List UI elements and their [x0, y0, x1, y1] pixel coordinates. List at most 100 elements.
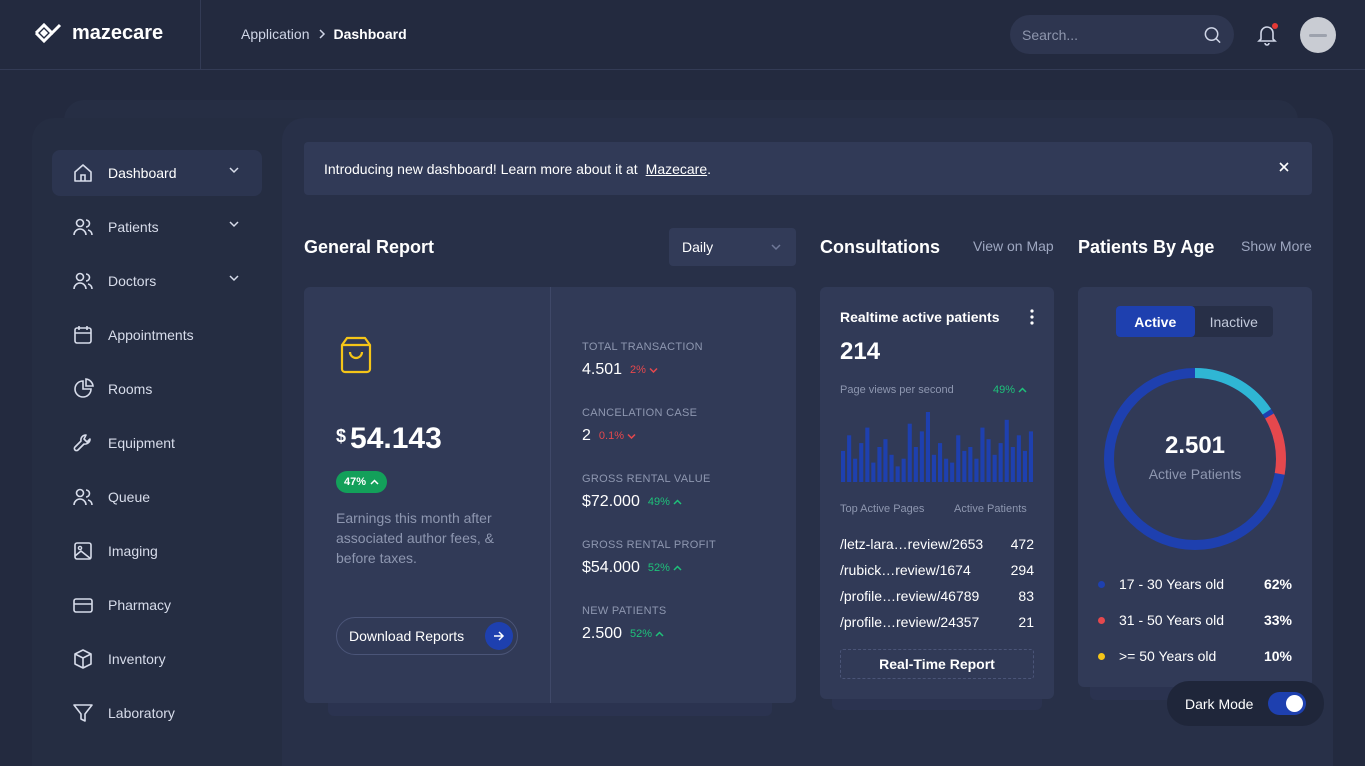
chart-bar [950, 462, 955, 482]
download-reports-label: Download Reports [349, 628, 465, 644]
chart-bar [847, 435, 852, 482]
close-icon[interactable] [1278, 161, 1290, 173]
stat-value: 2.500 [582, 625, 623, 642]
stat-value: $54.000 [582, 559, 640, 576]
notification-dot [1272, 23, 1278, 29]
sidebar-item-rooms[interactable]: Rooms [52, 366, 262, 412]
patients-by-age-title: Patients By Age [1078, 237, 1215, 257]
chart-bar [944, 458, 949, 482]
status-tabs: Active Inactive [1116, 306, 1273, 337]
sidebar-item-label: Imaging [108, 543, 158, 559]
chart-bar [962, 450, 967, 482]
chart-bar [931, 454, 936, 482]
show-more-link[interactable]: Show More [1241, 238, 1312, 254]
earnings-change: 47% [344, 476, 367, 488]
donut-total: 2.501 [1164, 432, 1226, 459]
app-logo[interactable]: mazecare [32, 20, 163, 46]
col-active-patients: Active Patients [954, 503, 1027, 515]
chart-bar [883, 439, 888, 482]
breadcrumb-parent[interactable]: Application [241, 26, 310, 42]
chart-bar [1004, 419, 1009, 482]
tab-active[interactable]: Active [1116, 306, 1195, 337]
donut-segment-31-50 [1104, 368, 1286, 550]
stat-change-value: 0.1% [598, 430, 624, 442]
period-select[interactable]: Daily [669, 228, 796, 266]
sidebar-item-imaging[interactable]: Imaging [52, 528, 262, 574]
chart-bar [986, 439, 991, 482]
chart-bar [865, 427, 870, 482]
sidebar-item-pharmacy[interactable]: Pharmacy [52, 582, 262, 628]
legend-pct: 10% [1263, 648, 1292, 664]
page-path: /profile…review/24357 [840, 614, 980, 630]
chart-bar [889, 454, 894, 482]
chart-bar [895, 466, 900, 482]
users-icon [73, 218, 93, 236]
sidebar-item-label: Pharmacy [108, 597, 172, 613]
page-views-label: Page views per second [840, 384, 954, 396]
search-input[interactable] [1022, 26, 1203, 43]
dark-mode-toggle[interactable]: Dark Mode [1167, 681, 1324, 726]
list-item[interactable]: /profile…review/24357 21 [840, 614, 1034, 630]
chart-bar [877, 447, 882, 482]
legend-dot [1098, 616, 1105, 624]
breadcrumb: Application Dashboard [241, 26, 407, 42]
sidebar-item-queue[interactable]: Queue [52, 474, 262, 520]
stat-item: NEW PATIENTS 2.500 52% [582, 605, 666, 643]
list-item[interactable]: /rubick…review/1674 294 [840, 562, 1034, 578]
chart-bar [901, 458, 906, 482]
tab-inactive[interactable]: Inactive [1209, 313, 1258, 330]
sidebar-item-label: Dashboard [108, 165, 177, 181]
download-reports-button[interactable]: Download Reports [336, 617, 518, 655]
view-on-map-link[interactable]: View on Map [973, 238, 1054, 254]
active-count: 214 [840, 338, 881, 365]
notifications-button[interactable] [1257, 23, 1278, 51]
chart-bar [992, 454, 997, 482]
app-name: mazecare [72, 21, 164, 44]
sidebar-item-laboratory[interactable]: Laboratory [52, 690, 262, 736]
chevron-down-icon [229, 275, 239, 282]
search-icon[interactable] [1203, 25, 1222, 45]
stat-change: 52% [630, 628, 664, 640]
sidebar-item-equipment[interactable]: Equipment [52, 420, 262, 466]
chart-bar [980, 427, 985, 482]
page-views-change-value: 49% [993, 384, 1016, 396]
chart-bar [925, 412, 930, 482]
list-item[interactable]: /profile…review/46789 83 [840, 588, 1034, 604]
dark-mode-switch[interactable] [1268, 692, 1306, 715]
users-icon [73, 272, 93, 290]
home-icon [74, 164, 92, 182]
list-item[interactable]: /letz-lara…review/2653 472 [840, 536, 1034, 552]
sidebar-item-dashboard[interactable]: Dashboard [52, 150, 262, 196]
sidebar-item-inventory[interactable]: Inventory [52, 636, 262, 682]
currency-symbol: $ [336, 426, 347, 446]
stat-value: $72.000 [582, 493, 640, 510]
chevron-down-icon [229, 221, 239, 228]
chart-bar [1016, 435, 1021, 482]
stat-item: GROSS RENTAL PROFIT $54.000 52% [582, 539, 716, 577]
stat-label: NEW PATIENTS [582, 605, 667, 617]
sidebar-item-appointments[interactable]: Appointments [52, 312, 262, 358]
realtime-report-button[interactable]: Real-Time Report [840, 649, 1034, 679]
earnings-change-badge: 47% [336, 471, 388, 493]
avatar[interactable] [1300, 17, 1336, 53]
chart-bar [919, 431, 924, 482]
search-box [1010, 15, 1234, 54]
page-views-change: 49% [993, 384, 1027, 396]
sidebar-item-doctors[interactable]: Doctors [52, 258, 262, 304]
banner-text: Introducing new dashboard! Learn more ab… [324, 160, 638, 177]
divider [550, 287, 551, 703]
banner-link[interactable]: Mazecare [645, 160, 708, 177]
sidebar-item-label: Laboratory [108, 705, 175, 721]
more-vertical-icon[interactable] [1029, 309, 1035, 325]
legend-pct: 62% [1263, 576, 1292, 592]
legend-item: >= 50 Years old 10% [1098, 648, 1292, 664]
sidebar-item-patients[interactable]: Patients [52, 204, 262, 250]
earnings-amount: $54.143 [336, 422, 442, 456]
chart-bar [998, 443, 1003, 482]
stat-change: 52% [648, 562, 682, 574]
banner-suffix: . [707, 160, 712, 177]
sidebar-item-label: Patients [108, 219, 159, 235]
stat-label: GROSS RENTAL VALUE [582, 473, 711, 485]
earnings-description: Earnings this month after associated aut… [336, 510, 494, 566]
period-select-value: Daily [682, 239, 714, 255]
